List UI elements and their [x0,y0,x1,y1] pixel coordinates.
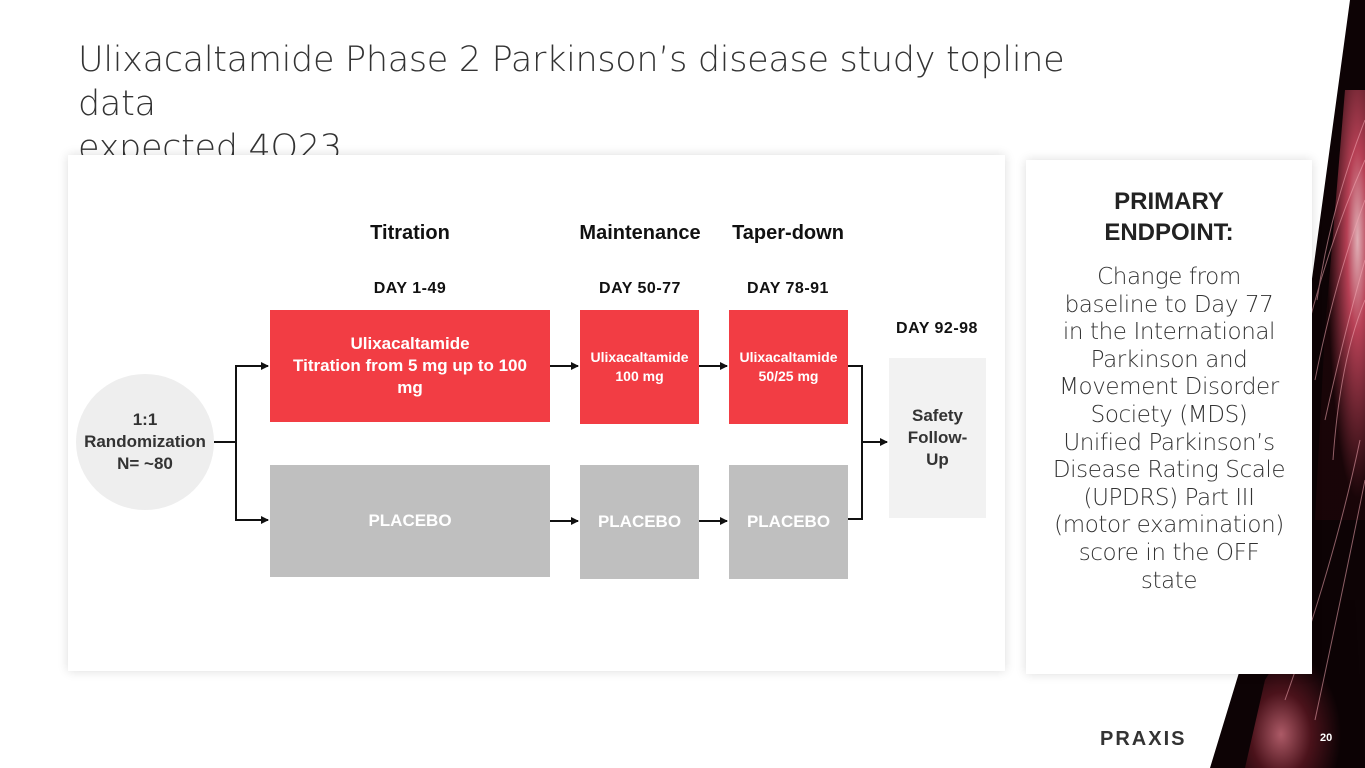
randomization-ratio: 1:1 [132,410,158,429]
randomization-n: N= ~80 [117,454,173,473]
treatment-taper-dose: 50/25 mg [758,368,819,384]
slide-title-line-1: Ulixacaltamide Phase 2 Parkinson’s disea… [78,40,1065,124]
phase-label-titration: Titration [370,222,450,244]
day-label-maintenance: DAY 50-77 [599,280,681,297]
follow-up-line-1: Safety [911,406,964,425]
slide-title: Ulixacaltamide Phase 2 Parkinson’s disea… [78,38,1098,170]
placebo-titration-box: PLACEBO [270,465,550,577]
treatment-titration-dose: Titration from 5 mg up to 100 mg [293,356,527,397]
phase-label-taper-down: Taper-down [732,222,844,244]
placebo-maintenance-box: PLACEBO [580,465,699,579]
treatment-maintenance-drug: Ulixacaltamide [590,349,689,365]
treatment-taper-box: Ulixacaltamide 50/25 mg [729,310,848,424]
endpoint-heading-line-2: ENDPOINT: [1104,219,1234,246]
placebo-taper-box: PLACEBO [729,465,848,579]
praxis-logo: PRAXIS [1100,728,1187,750]
treatment-maintenance-dose: 100 mg [615,368,664,384]
page-number: 20 [1320,732,1333,744]
day-label-taper-down: DAY 78-91 [747,280,829,297]
treatment-titration-drug: Ulixacaltamide [350,334,470,353]
randomization-circle: 1:1 Randomization N= ~80 [76,374,214,510]
primary-endpoint-panel: PRIMARY ENDPOINT: Change from baseline t… [1026,160,1312,674]
phase-label-maintenance: Maintenance [579,222,701,244]
endpoint-heading-line-1: PRIMARY [1114,188,1224,215]
treatment-maintenance-box: Ulixacaltamide 100 mg [580,310,699,424]
treatment-taper-drug: Ulixacaltamide [739,349,838,365]
follow-up-line-3: Up [926,450,949,469]
safety-follow-up-box: Safety Follow- Up [889,358,986,518]
day-label-follow-up: DAY 92-98 [896,320,978,337]
decorative-fiber-image [1210,0,1365,768]
treatment-titration-box: Ulixacaltamide Titration from 5 mg up to… [270,310,550,422]
primary-endpoint-description: Change from baseline to Day 77 in the In… [1052,264,1286,594]
primary-endpoint-heading: PRIMARY ENDPOINT: [1026,186,1312,248]
randomization-label: Randomization [84,432,206,451]
follow-up-line-2: Follow- [907,428,968,447]
day-label-titration: DAY 1-49 [373,280,447,297]
